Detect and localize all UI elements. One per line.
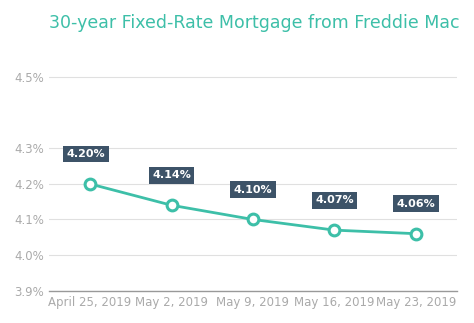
Text: 4.06%: 4.06%	[397, 199, 435, 209]
Point	[249, 217, 257, 222]
Text: 4.10%: 4.10%	[234, 185, 272, 194]
Point	[168, 203, 175, 208]
Point	[331, 228, 338, 233]
Text: 30-year Fixed-Rate Mortgage from Freddie Mac: 30-year Fixed-Rate Mortgage from Freddie…	[49, 14, 460, 32]
Text: 4.07%: 4.07%	[315, 195, 354, 205]
Point	[86, 181, 94, 186]
Point	[412, 231, 419, 236]
Text: 4.14%: 4.14%	[152, 171, 191, 180]
Text: 4.20%: 4.20%	[67, 149, 105, 159]
